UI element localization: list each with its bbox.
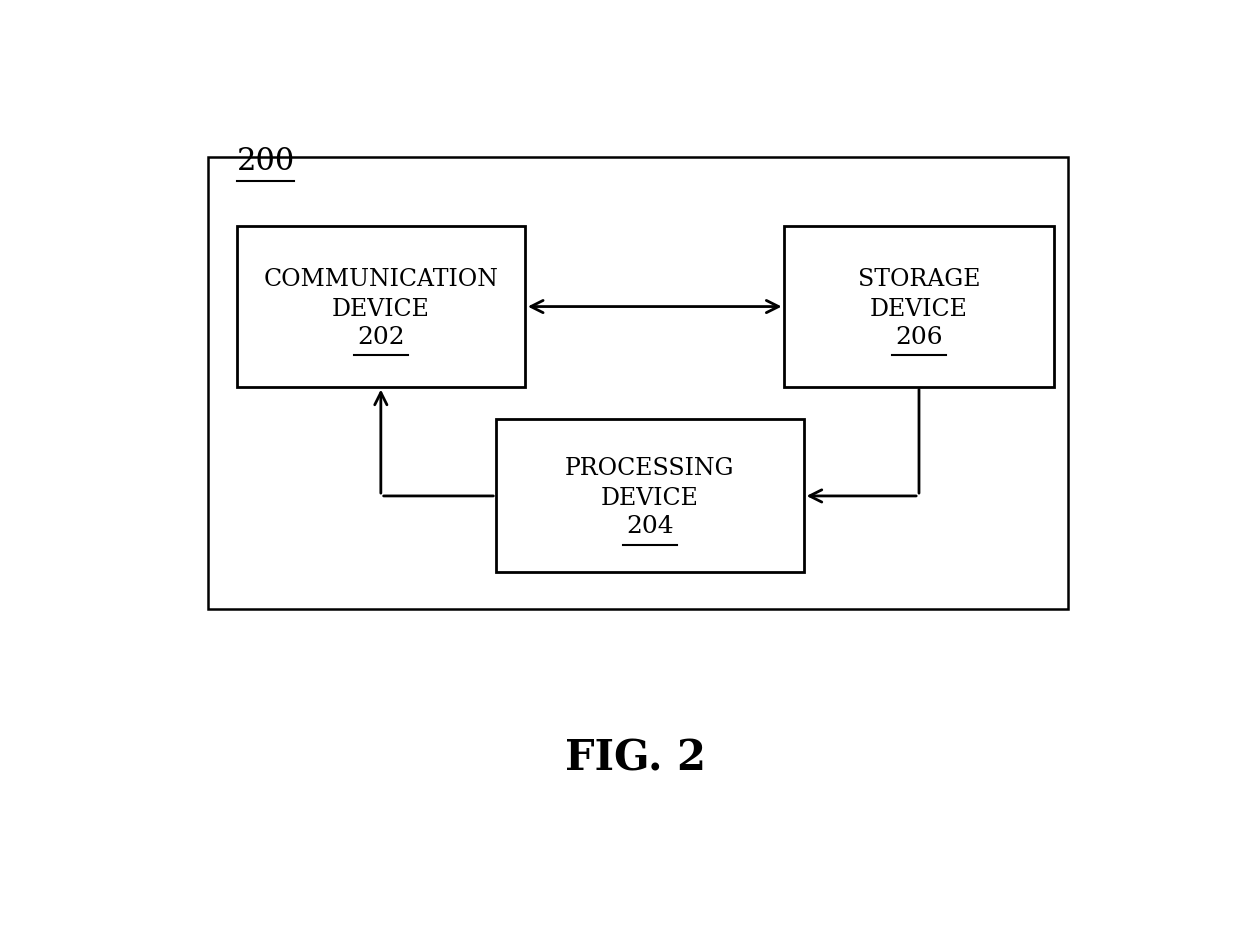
Text: 202: 202 xyxy=(357,325,404,349)
Bar xyxy=(208,157,1068,609)
Text: 204: 204 xyxy=(626,515,673,538)
Text: 200: 200 xyxy=(237,147,295,177)
Bar xyxy=(237,226,525,387)
Text: COMMUNICATION: COMMUNICATION xyxy=(263,268,498,290)
Text: PROCESSING: PROCESSING xyxy=(565,457,734,480)
Text: DEVICE: DEVICE xyxy=(332,298,430,321)
Text: STORAGE: STORAGE xyxy=(858,268,981,290)
Text: 206: 206 xyxy=(895,325,942,349)
Text: FIG. 2: FIG. 2 xyxy=(565,737,706,780)
Text: DEVICE: DEVICE xyxy=(870,298,968,321)
Bar xyxy=(785,226,1054,387)
Bar xyxy=(496,419,804,572)
Text: DEVICE: DEVICE xyxy=(601,487,699,511)
